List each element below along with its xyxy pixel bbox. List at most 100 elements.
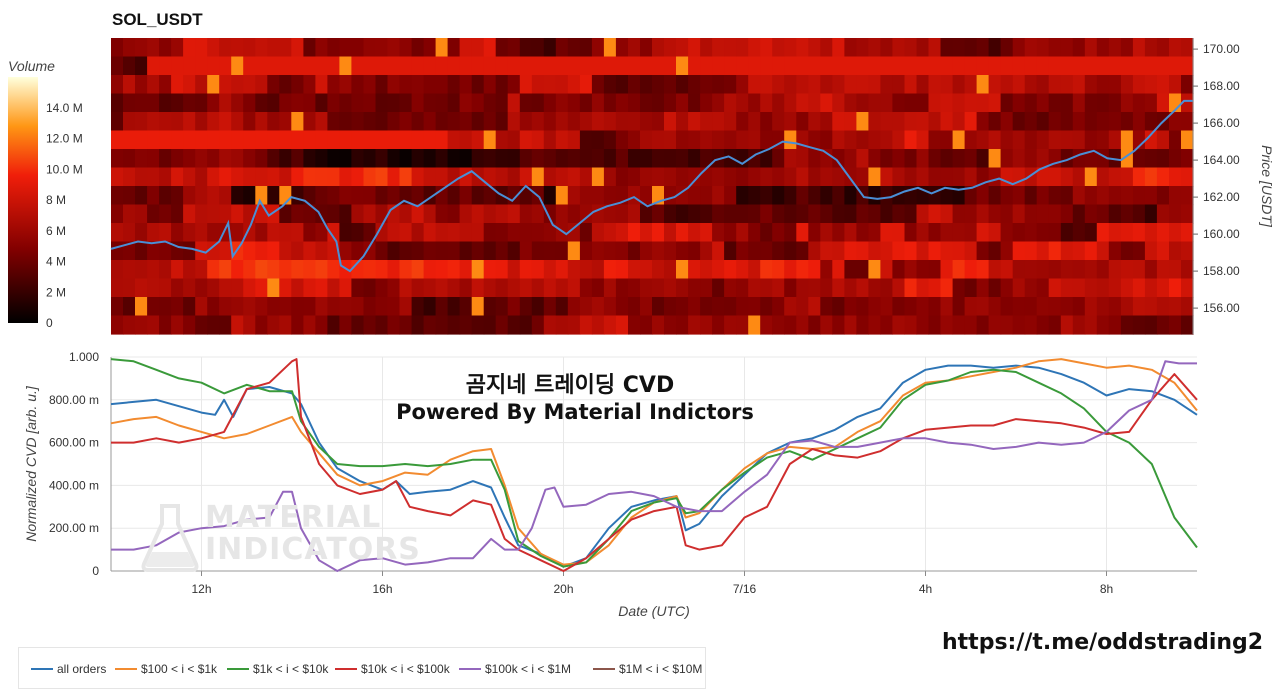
- heatmap-cell: [916, 38, 930, 58]
- heatmap-cell: [1169, 260, 1182, 280]
- heatmap-cell: [664, 223, 677, 243]
- heatmap-cell: [1072, 93, 1086, 113]
- heatmap-cell: [291, 223, 304, 243]
- heatmap-cell: [1096, 223, 1110, 243]
- heatmap-cell: [964, 38, 978, 58]
- legend-item[interactable]: all orders: [31, 662, 106, 676]
- heatmap-cell: [495, 112, 509, 132]
- heatmap-cell: [1000, 204, 1014, 224]
- heatmap-cell: [159, 204, 172, 224]
- legend-item[interactable]: $100 < i < $1k: [115, 662, 217, 676]
- heatmap-cell: [603, 315, 617, 335]
- heatmap-cell: [1072, 223, 1086, 243]
- legend-item[interactable]: $1k < i < $10k: [227, 662, 328, 676]
- heatmap-cell: [712, 315, 725, 335]
- heatmap-cell: [555, 223, 569, 243]
- heatmap-cell: [135, 186, 148, 206]
- heatmap-cell: [940, 315, 954, 335]
- heatmap-cell: [652, 149, 665, 169]
- legend-item[interactable]: $10k < i < $100k: [335, 662, 450, 676]
- heatmap-cell: [940, 75, 954, 95]
- heatmap-cell: [1144, 223, 1158, 243]
- heatmap-cell: [976, 38, 990, 58]
- heatmap-cell: [255, 93, 268, 113]
- heatmap-cell: [1132, 149, 1146, 169]
- heatmap-cell: [123, 278, 136, 298]
- heatmap-cell: [291, 297, 304, 317]
- heatmap-cell: [543, 241, 557, 261]
- heatmap-cell: [904, 167, 918, 187]
- heatmap-cell: [1096, 315, 1110, 335]
- cvd-line-chart[interactable]: 1.000 800.00 m 600.00 m 400.00 m 200.00 m 0 12…: [0, 0, 1280, 640]
- heatmap-cell: [652, 167, 665, 187]
- heatmap-cell: [375, 130, 389, 150]
- heatmap-cell: [231, 75, 244, 95]
- heatmap-cell: [1120, 93, 1134, 113]
- heatmap-cell: [640, 93, 653, 113]
- heatmap-cell: [567, 241, 581, 261]
- heatmap-cell: [579, 149, 593, 169]
- heatmap-cell: [1108, 223, 1122, 243]
- heatmap-cell: [531, 56, 545, 76]
- heatmap-cells: [111, 38, 1194, 335]
- heatmap-cell: [712, 223, 725, 243]
- heatmap-cell: [219, 56, 232, 76]
- heatmap-cell: [243, 186, 256, 206]
- heatmap-cell: [628, 297, 641, 317]
- heatmap-cell: [676, 241, 689, 261]
- heatmap-cell: [1181, 149, 1194, 169]
- heatmap-cell: [375, 260, 389, 280]
- heatmap-cell: [1120, 56, 1134, 76]
- heatmap-cell: [1036, 204, 1050, 224]
- heatmap-cell: [519, 241, 533, 261]
- heatmap-cell: [615, 75, 629, 95]
- heatmap-cell: [652, 260, 665, 280]
- legend-item[interactable]: $1M < i < $10M: [593, 662, 702, 676]
- heatmap-cell: [399, 75, 413, 95]
- heatmap-cell: [171, 149, 184, 169]
- price-heatmap[interactable]: 170.00 168.00 166.00 164.00 162.00 160.00 158.…: [0, 0, 1280, 345]
- footer-link[interactable]: https://t.me/oddstrading2: [942, 630, 1264, 655]
- heatmap-cell: [291, 75, 304, 95]
- heatmap-cell: [171, 278, 184, 298]
- heatmap-cell: [628, 56, 641, 76]
- heatmap-cell: [315, 149, 328, 169]
- heatmap-cell: [820, 315, 833, 335]
- heatmap-cell: [688, 260, 701, 280]
- heatmap-cell: [591, 278, 605, 298]
- heatmap-cell: [700, 56, 713, 76]
- heatmap-cell: [603, 167, 617, 187]
- heatmap-cell: [820, 56, 833, 76]
- legend-label: $1M < i < $10M: [619, 662, 703, 676]
- heatmap-cell: [688, 93, 701, 113]
- heatmap-cell: [135, 56, 148, 76]
- heatmap-cell: [279, 167, 292, 187]
- heatmap-cell: [664, 204, 677, 224]
- heatmap-cell: [555, 241, 569, 261]
- heatmap-cell: [724, 278, 737, 298]
- heatmap-cell: [1169, 278, 1182, 298]
- heatmap-cell: [880, 130, 893, 150]
- heatmap-cell: [832, 186, 845, 206]
- heatmap-cell: [748, 93, 761, 113]
- heatmap-cell: [844, 241, 857, 261]
- heatmap-cell: [1084, 112, 1098, 132]
- heatmap-cell: [784, 56, 797, 76]
- heatmap-cell: [916, 315, 930, 335]
- heatmap-cell: [387, 297, 401, 317]
- heatmap-cell: [988, 38, 1002, 58]
- legend-item[interactable]: $100k < i < $1M: [459, 662, 571, 676]
- heatmap-cell: [712, 38, 725, 58]
- heatmap-cell: [832, 297, 845, 317]
- heatmap-cell: [868, 75, 881, 95]
- heatmap-cell: [748, 38, 761, 58]
- heatmap-cell: [832, 130, 845, 150]
- heatmap-cell: [736, 186, 749, 206]
- heatmap-cell: [904, 297, 918, 317]
- heatmap-cell: [676, 75, 689, 95]
- heatmap-cell: [447, 38, 461, 58]
- heatmap-cell: [531, 223, 545, 243]
- heatmap-cell: [760, 186, 773, 206]
- heatmap-cell: [339, 167, 352, 187]
- heatmap-cell: [1024, 38, 1038, 58]
